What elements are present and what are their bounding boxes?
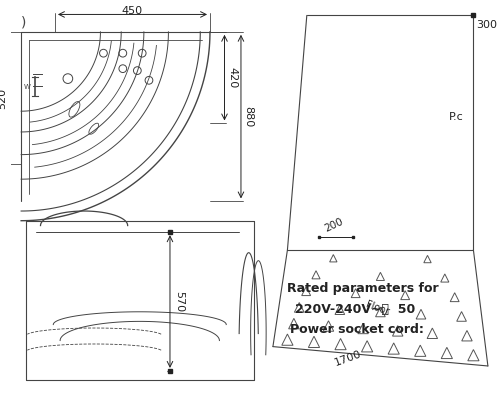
Text: P.c: P.c bbox=[448, 112, 464, 122]
Text: Rated parameters for: Rated parameters for bbox=[288, 282, 439, 295]
Text: Floor: Floor bbox=[364, 299, 390, 317]
Text: 1700: 1700 bbox=[333, 349, 363, 368]
Text: 220V-240V∼，  50: 220V-240V∼， 50 bbox=[295, 303, 416, 316]
Text: ): ) bbox=[22, 15, 26, 29]
Text: 520: 520 bbox=[0, 88, 7, 108]
Text: Power socket cord:: Power socket cord: bbox=[290, 323, 424, 336]
Text: 420: 420 bbox=[227, 67, 237, 88]
Text: 200: 200 bbox=[323, 217, 345, 234]
Text: 570: 570 bbox=[174, 291, 184, 312]
Text: 880: 880 bbox=[244, 106, 254, 127]
Text: W: W bbox=[24, 84, 30, 90]
Text: 300: 300 bbox=[476, 20, 498, 30]
Text: 450: 450 bbox=[122, 6, 143, 16]
